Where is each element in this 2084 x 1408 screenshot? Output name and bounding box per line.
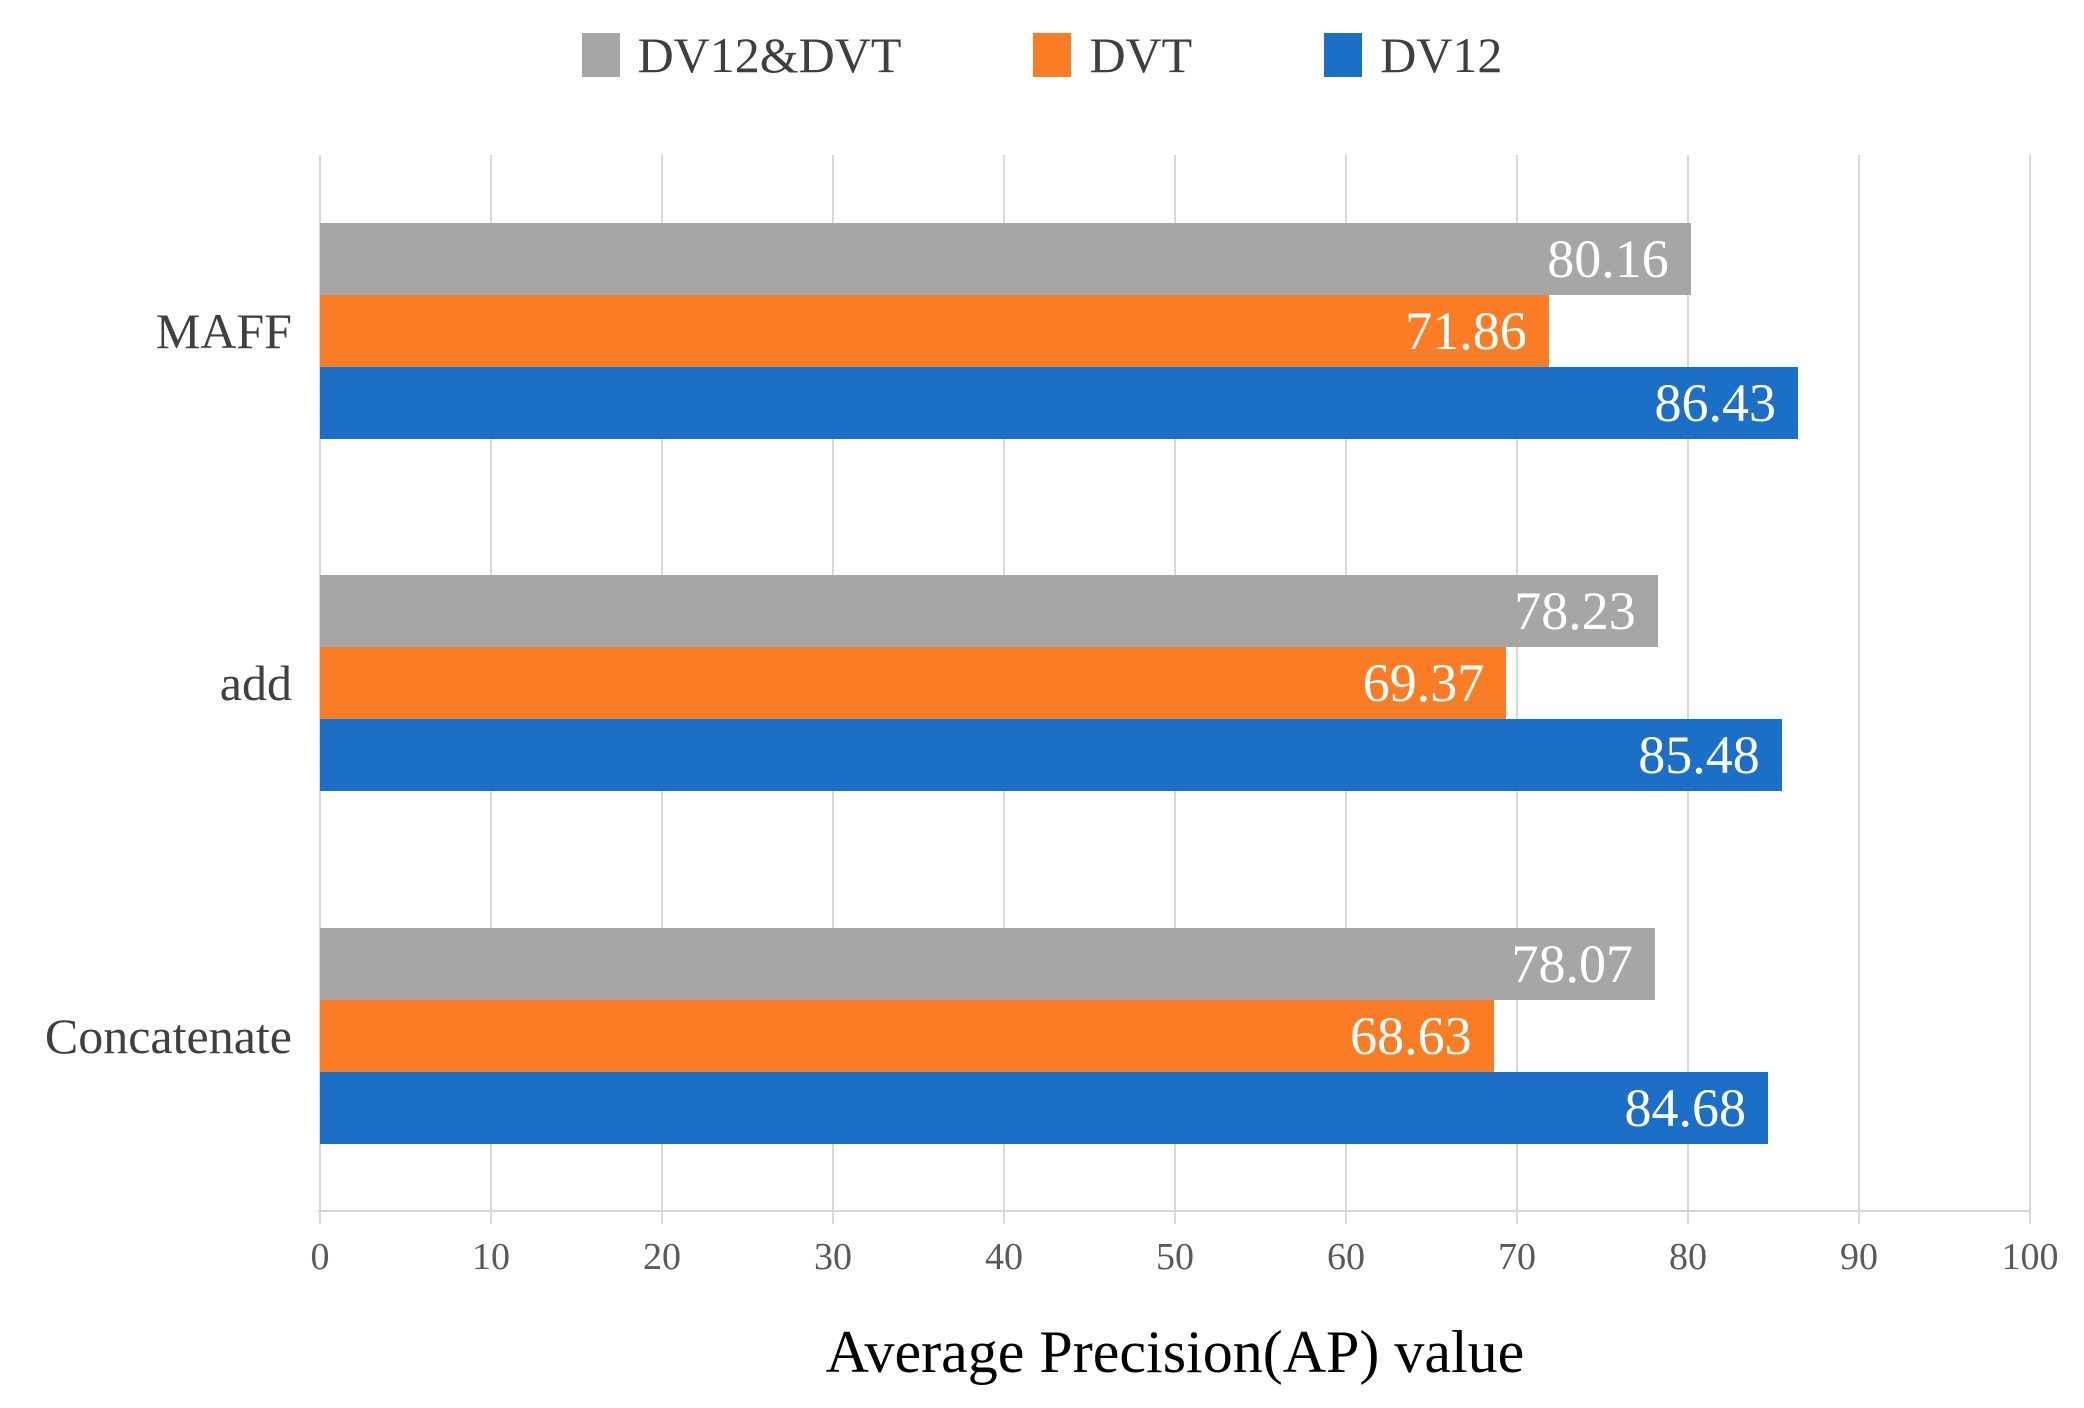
gridline bbox=[2029, 155, 2031, 1212]
axis-tick bbox=[2029, 1212, 2031, 1224]
bars-layer: 80.16 71.86 86.43 78.23 69.37 85.48 78.07 68.63… bbox=[320, 155, 2030, 1212]
legend-swatch bbox=[1033, 33, 1072, 77]
bar: 80.16 bbox=[320, 223, 1691, 296]
x-tick-label: 30 bbox=[814, 1236, 852, 1278]
axis-tick bbox=[1174, 1212, 1176, 1224]
bar: 86.43 bbox=[320, 367, 1798, 440]
legend-label: DV12&DVT bbox=[637, 27, 902, 83]
axis-tick bbox=[1345, 1212, 1347, 1224]
bar-value-label: 84.68 bbox=[1624, 1077, 1747, 1138]
bar-group: 80.16 71.86 86.43 bbox=[320, 155, 2030, 507]
axis-tick bbox=[1516, 1212, 1518, 1224]
bar-value-label: 71.86 bbox=[1405, 301, 1527, 362]
bar-value-label: 68.63 bbox=[1350, 1005, 1472, 1066]
axis-tick bbox=[661, 1212, 663, 1224]
x-tick-label: 70 bbox=[1498, 1236, 1536, 1278]
bar-value-label: 86.43 bbox=[1654, 373, 1776, 434]
bar-value-label: 80.16 bbox=[1547, 229, 1669, 290]
x-tick-label: 90 bbox=[1840, 1236, 1878, 1278]
x-tick-label: 20 bbox=[643, 1236, 681, 1278]
legend-item: DV12&DVT bbox=[581, 27, 902, 83]
category-label: MAFF bbox=[155, 303, 292, 360]
bar: 71.86 bbox=[320, 295, 1549, 368]
bar: 78.07 bbox=[320, 927, 1655, 1000]
axis-tick bbox=[1687, 1212, 1689, 1224]
legend-label: DV12 bbox=[1380, 27, 1503, 83]
bar: 68.63 bbox=[320, 999, 1494, 1072]
legend: DV12&DVT DVT DV12 bbox=[0, 30, 2084, 80]
legend-swatch bbox=[1324, 33, 1363, 77]
plot-area: 80.16 71.86 86.43 78.23 69.37 85.48 78.07 68.63… bbox=[318, 155, 2031, 1224]
category-axis: MAFF add Concatenate bbox=[0, 155, 292, 1212]
x-axis-title: Average Precision(AP) value bbox=[825, 1319, 1525, 1385]
axis-tick bbox=[1003, 1212, 1005, 1224]
axis-tick bbox=[319, 1212, 321, 1224]
legend-label: DVT bbox=[1089, 27, 1193, 83]
x-axis-line bbox=[318, 1210, 2030, 1212]
bar-value-label: 69.37 bbox=[1362, 653, 1485, 714]
x-tick-label: 50 bbox=[1156, 1236, 1194, 1278]
gridline bbox=[1858, 155, 1860, 1212]
category-label: Concatenate bbox=[44, 1007, 292, 1064]
bar-group: 78.07 68.63 84.68 bbox=[320, 860, 2030, 1212]
x-tick-labels: 0 10 20 30 40 50 60 70 80 90 100 bbox=[311, 1236, 2059, 1288]
bar-value-label: 85.48 bbox=[1638, 725, 1760, 786]
x-tick-label: 100 bbox=[2001, 1236, 2059, 1278]
category-label: add bbox=[219, 655, 292, 712]
bar-value-label: 78.23 bbox=[1514, 581, 1636, 642]
axis-tick bbox=[832, 1212, 834, 1224]
bar: 69.37 bbox=[320, 647, 1507, 720]
x-tick-label: 0 bbox=[310, 1236, 330, 1278]
bar-group: 78.23 69.37 85.48 bbox=[320, 507, 2030, 859]
gridline bbox=[1516, 155, 1518, 1212]
x-tick-label: 80 bbox=[1669, 1236, 1707, 1278]
bar: 78.23 bbox=[320, 575, 1658, 648]
bar: 85.48 bbox=[320, 719, 1782, 792]
legend-swatch bbox=[581, 33, 620, 77]
x-tick-label: 60 bbox=[1327, 1236, 1365, 1278]
bar: 84.68 bbox=[320, 1071, 1769, 1144]
x-tick-label: 40 bbox=[985, 1236, 1023, 1278]
bar-value-label: 78.07 bbox=[1511, 933, 1633, 994]
axis-tick bbox=[1858, 1212, 1860, 1224]
legend-item: DVT bbox=[1033, 30, 1192, 80]
axis-tick bbox=[490, 1212, 492, 1224]
x-tick-label: 10 bbox=[472, 1236, 510, 1278]
gridline bbox=[1687, 155, 1689, 1212]
legend-item: DV12 bbox=[1324, 30, 1502, 80]
